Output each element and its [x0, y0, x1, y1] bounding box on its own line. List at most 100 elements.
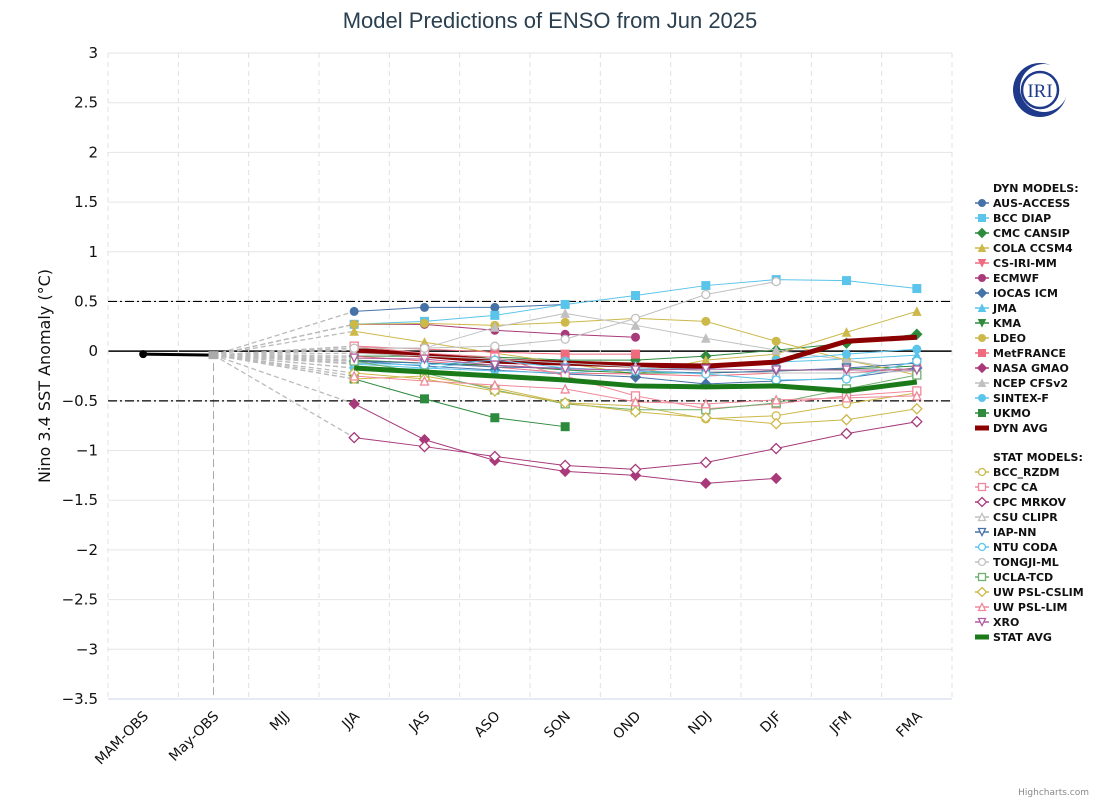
legend-item[interactable]: ECMWF: [975, 272, 1039, 285]
forecast-connector: [213, 323, 355, 356]
series-uw-psl-cslim: [348, 367, 923, 430]
y-tick-label: −1: [76, 442, 98, 460]
x-tick-label: OND: [610, 709, 644, 743]
data-point-diamond: [770, 472, 782, 485]
legend-item[interactable]: UW PSL-CSLIM: [975, 586, 1084, 599]
data-point-diamond: [559, 459, 572, 472]
legend-label: ECMWF: [993, 272, 1039, 285]
y-tick-label: −0.5: [62, 392, 98, 410]
legend-label: AUS-ACCESS: [993, 197, 1070, 210]
legend-item[interactable]: XRO: [975, 616, 1019, 629]
legend-item[interactable]: DYN AVG: [975, 422, 1048, 435]
x-tick-label: MJJ: [267, 709, 293, 735]
x-tick-label: JFM: [826, 709, 855, 738]
legend-item[interactable]: AUS-ACCESS: [975, 197, 1070, 210]
data-point-circle: [490, 302, 500, 312]
data-point-circle: [419, 343, 430, 353]
legend-label: NTU CODA: [993, 541, 1058, 554]
data-point-diamond: [418, 440, 431, 453]
legend-item[interactable]: TONGJI-ML: [975, 556, 1059, 569]
series-nasa-gmao: [348, 398, 782, 490]
legend-item[interactable]: UCLA-TCD: [975, 571, 1053, 584]
data-point-square: [978, 349, 986, 357]
legend-item[interactable]: IAP-NN: [975, 526, 1036, 539]
forecast-connector: [213, 354, 355, 357]
data-point-triangle: [560, 308, 570, 318]
legend-item[interactable]: BCC_RZDM: [975, 466, 1060, 479]
data-point-triangle: [771, 345, 781, 355]
legend-item[interactable]: CSU CLIPR: [975, 511, 1058, 524]
y-tick-label: −2: [76, 541, 98, 559]
legend-label: UW PSL-CSLIM: [993, 586, 1084, 599]
data-point-diamond: [699, 411, 712, 424]
legend-item[interactable]: UW PSL-LIM: [975, 601, 1068, 614]
data-point-triangle: [630, 320, 641, 330]
logo-text: IRI: [1027, 81, 1052, 102]
data-point-diamond: [976, 227, 988, 239]
legend-item[interactable]: BCC DIAP: [975, 212, 1051, 225]
y-tick-label: 0: [88, 342, 98, 360]
data-point-diamond: [840, 427, 853, 440]
data-point-triangle-down: [560, 364, 571, 375]
data-point-diamond: [976, 287, 988, 299]
data-point-square: [977, 572, 987, 582]
legend-item[interactable]: IOCAS ICM: [975, 287, 1058, 300]
x-tick-label: May-OBS: [166, 708, 222, 764]
legend-item[interactable]: CMC CANSIP: [975, 227, 1070, 240]
legend-item[interactable]: NCEP CFSv2: [975, 377, 1068, 390]
data-point-circle: [978, 274, 986, 282]
legend-item[interactable]: LDEO: [975, 332, 1026, 345]
series-xro: [349, 353, 922, 376]
legend-label: BCC_RZDM: [993, 466, 1060, 479]
data-point-diamond: [348, 398, 360, 410]
legend-item[interactable]: CPC MRKOV: [975, 496, 1067, 509]
series-line: [354, 365, 918, 394]
data-point-diamond: [559, 465, 571, 478]
data-point-square: [912, 284, 922, 294]
data-point-circle: [912, 344, 922, 354]
legend-item[interactable]: JMA: [975, 302, 1017, 315]
data-point-diamond: [910, 415, 923, 428]
legend-item[interactable]: CS-IRI-MM: [975, 257, 1057, 270]
forecast-connector: [213, 354, 355, 362]
data-point-circle: [349, 343, 359, 353]
data-point-diamond: [976, 586, 988, 598]
x-tick-label: ASO: [471, 709, 503, 741]
data-point-square: [490, 413, 500, 423]
legend-label: SINTEX-F: [993, 392, 1049, 405]
x-tick-label: NDJ: [685, 709, 714, 738]
legend: DYN MODELS: AUS-ACCESS BCC DIAP CMC CANSIP C…: [975, 182, 1084, 644]
x-tick-label: FMA: [893, 708, 926, 741]
x-tick-label: JJA: [339, 708, 364, 733]
legend-item[interactable]: COLA CCSM4: [975, 242, 1073, 255]
iri-logo: IRI: [1013, 63, 1068, 117]
observed-line: [143, 352, 214, 357]
legend-item[interactable]: MetFRANCE: [975, 347, 1066, 360]
data-point-triangle-down: [771, 365, 782, 376]
data-point-circle: [490, 341, 500, 351]
legend-item[interactable]: STAT AVG: [975, 631, 1052, 644]
forecast-connector: [213, 354, 355, 359]
data-point-circle: [977, 542, 987, 552]
legend-item[interactable]: KMA: [975, 317, 1021, 330]
reference-lines: [108, 300, 952, 402]
data-point-triangle-down: [700, 364, 711, 375]
data-point-square: [631, 290, 640, 300]
legend-label: KMA: [993, 317, 1021, 330]
data-point-circle: [842, 349, 851, 359]
legend-label: NASA GMAO: [993, 362, 1069, 375]
data-point-circle: [349, 306, 359, 316]
data-point-diamond: [348, 431, 361, 444]
data-point-triangle: [560, 383, 571, 394]
legend-heading: DYN MODELS:: [993, 182, 1079, 195]
highcharts-credit[interactable]: Highcharts.com: [1018, 788, 1089, 798]
legend-item[interactable]: UKMO: [975, 407, 1031, 420]
legend-item[interactable]: NASA GMAO: [975, 362, 1069, 375]
x-axis-ticks: MAM-OBS May-OBS MJJ JJA JAS ASO SON OND NDJ DJF JF…: [92, 708, 926, 768]
legend-item[interactable]: CPC CA: [975, 481, 1038, 494]
legend-item[interactable]: SINTEX-F: [975, 392, 1049, 405]
legend-item[interactable]: NTU CODA: [975, 541, 1058, 554]
legend-label: CS-IRI-MM: [993, 257, 1057, 270]
data-point-triangle: [977, 243, 987, 252]
data-point-circle: [701, 316, 711, 326]
